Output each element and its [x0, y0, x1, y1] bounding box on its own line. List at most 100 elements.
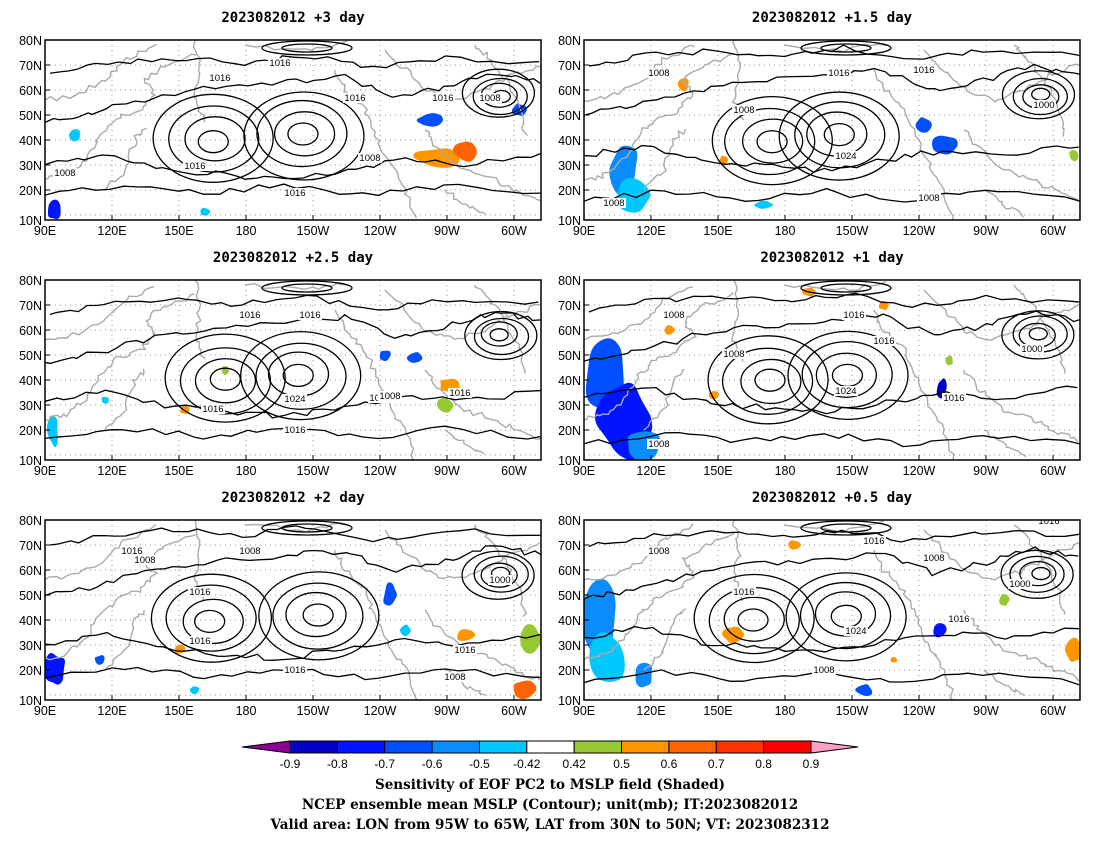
contour-label: 1008	[648, 439, 669, 450]
x-tick-label: 120E	[97, 704, 126, 718]
mslp-contour	[194, 609, 226, 634]
y-tick-label: 80N	[558, 34, 581, 48]
sensitivity-patch	[890, 656, 898, 663]
x-tick-label: 180	[775, 704, 796, 718]
mslp-contour	[584, 310, 1080, 362]
mslp-contour	[150, 573, 273, 663]
contour-label: 1016	[269, 58, 290, 69]
contour-label: 1016	[733, 587, 754, 598]
mslp-contour	[723, 596, 785, 642]
sensitivity-patch	[221, 366, 229, 375]
colorbar-tick-label: -0.42	[513, 757, 541, 771]
mslp-contour	[707, 335, 829, 425]
mslp-contour	[281, 523, 333, 533]
colorbar-tick-label: 0.7	[708, 757, 725, 771]
y-tick-label: 10N	[558, 454, 581, 468]
x-tick-label: 150E	[703, 704, 732, 718]
sensitivity-patch	[915, 117, 933, 133]
contour-label: 1016	[449, 388, 470, 399]
y-tick-label: 80N	[558, 274, 581, 288]
contour-label: 1016	[239, 310, 260, 321]
sensitivity-patch	[589, 631, 625, 682]
panel-frame	[583, 279, 1081, 461]
coastline	[244, 282, 343, 290]
x-tick-label: 150E	[164, 704, 193, 718]
x-tick-label: 150W	[836, 224, 869, 238]
y-tick-label: 50N	[19, 109, 42, 123]
x-tick-label: 60W	[1040, 464, 1066, 478]
colorbar-segment	[668, 740, 717, 754]
contour-label: 1016	[284, 188, 305, 199]
mslp-contour	[800, 280, 892, 296]
mslp-contour	[255, 342, 347, 410]
mslp-contour	[489, 328, 509, 342]
mslp-contour	[787, 330, 909, 420]
coastline	[333, 549, 418, 700]
mslp-contour	[256, 99, 348, 168]
y-tick-label: 80N	[19, 34, 42, 48]
y-tick-label: 20N	[19, 664, 42, 678]
contour-label: 1016	[284, 425, 305, 436]
coastline	[104, 127, 147, 191]
y-tick-label: 70N	[19, 539, 42, 553]
panel-frame	[44, 519, 542, 701]
x-tick-label: 120E	[636, 224, 665, 238]
contour-label: 1008	[733, 105, 754, 116]
mslp-contour	[588, 292, 1080, 313]
mslp-contour	[756, 130, 788, 154]
sensitivity-patch	[855, 684, 873, 696]
coastline	[104, 368, 145, 431]
coastline	[45, 523, 157, 581]
contour-label: 1008	[923, 553, 944, 564]
x-tick-label: 150E	[703, 464, 732, 478]
mslp-contour	[480, 321, 518, 347]
mslp-contour	[258, 571, 380, 661]
coastline	[643, 128, 687, 191]
x-tick-label: 60W	[501, 224, 527, 238]
map-area: 1008 1016 1016 1008 1024 1000 1008 1008	[584, 40, 1080, 220]
sensitivity-patch	[452, 141, 478, 162]
y-tick-label: 30N	[558, 399, 581, 413]
contour-label: 1008	[648, 68, 669, 79]
contour-label: 1016	[863, 536, 884, 547]
mslp-contour	[1012, 77, 1068, 116]
coastline	[963, 609, 1080, 682]
coastline	[584, 286, 694, 341]
x-tick-label: 180	[236, 224, 257, 238]
contour-label: 1024	[835, 151, 856, 162]
coastline	[963, 129, 1079, 201]
x-tick-label: 150W	[297, 224, 330, 238]
y-tick-label: 80N	[19, 274, 42, 288]
contour-label: 1008	[444, 672, 465, 683]
colorbar-segment	[526, 740, 575, 754]
coastline	[923, 529, 1080, 581]
x-tick-label: 150E	[164, 224, 193, 238]
coastline	[873, 549, 955, 700]
map-panel-6: 2023082012 +0.5 day100810161008101610241…	[558, 490, 1081, 718]
contour-label: 1016	[184, 161, 205, 172]
mslp-contour	[1031, 87, 1051, 101]
caption-line: NCEP ensemble mean MSLP (Contour); unit(…	[302, 797, 798, 813]
coastline	[384, 529, 540, 580]
caption-line: Valid area: LON from 95W to 65W, LAT fro…	[270, 817, 830, 833]
mslp-contour	[820, 283, 872, 293]
colorbar-segment	[336, 740, 386, 754]
colorbar-segment	[478, 740, 528, 754]
sensitivity-patch	[200, 207, 211, 216]
y-tick-label: 40N	[558, 134, 581, 148]
y-tick-label: 30N	[19, 159, 42, 173]
x-tick-label: 60W	[1040, 704, 1066, 718]
colorbar-tick-label: -0.6	[422, 757, 443, 771]
sensitivity-patch	[754, 200, 775, 209]
panel-title: 2023082012 +2 day	[221, 490, 365, 506]
panel-title: 2023082012 +0.5 day	[752, 490, 913, 506]
mslp-contour	[724, 107, 816, 176]
colorbar-tick-label: 0.5	[613, 757, 630, 771]
coastline	[192, 40, 206, 123]
sensitivity-patch	[617, 177, 652, 213]
coastline	[424, 369, 541, 440]
coastline	[584, 52, 734, 182]
mslp-contour	[1009, 555, 1065, 594]
contour-label: 1016	[828, 68, 849, 79]
sensitivity-patch	[383, 582, 398, 606]
